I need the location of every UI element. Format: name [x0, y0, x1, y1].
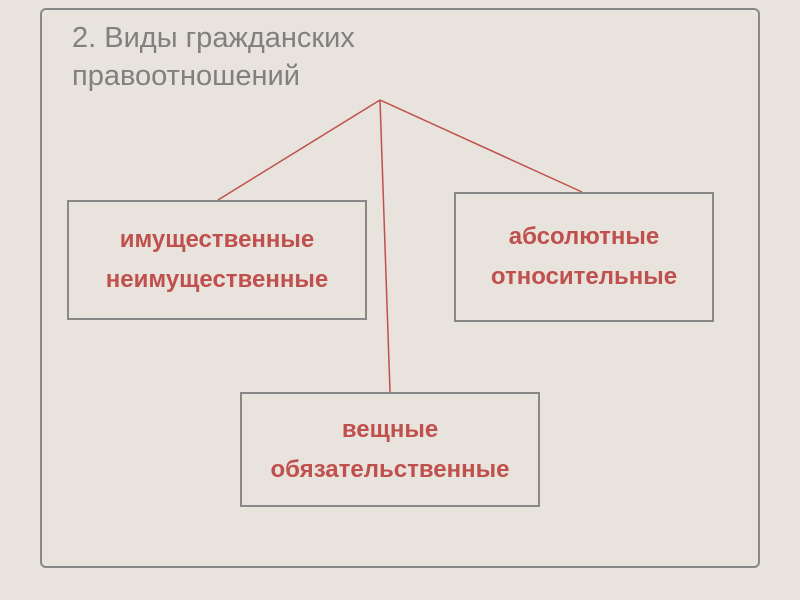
page-title: 2. Виды гражданских правоотношений	[72, 20, 355, 95]
box-property-types: имущественные неимущественные	[67, 200, 367, 320]
box1-line1: имущественные	[120, 220, 315, 260]
box-absolute-relative: абсолютные относительные	[454, 192, 714, 322]
box2-line1: абсолютные	[509, 217, 660, 257]
box2-line2: относительные	[491, 257, 677, 297]
box3-line2: обязательственные	[271, 450, 510, 490]
title-line2: правоотношений	[72, 60, 300, 92]
box-real-obligatory: вещные обязательственные	[240, 392, 540, 507]
title-line1: 2. Виды гражданских	[72, 22, 355, 54]
box1-line2: неимущественные	[106, 260, 328, 300]
box3-line1: вещные	[342, 410, 438, 450]
